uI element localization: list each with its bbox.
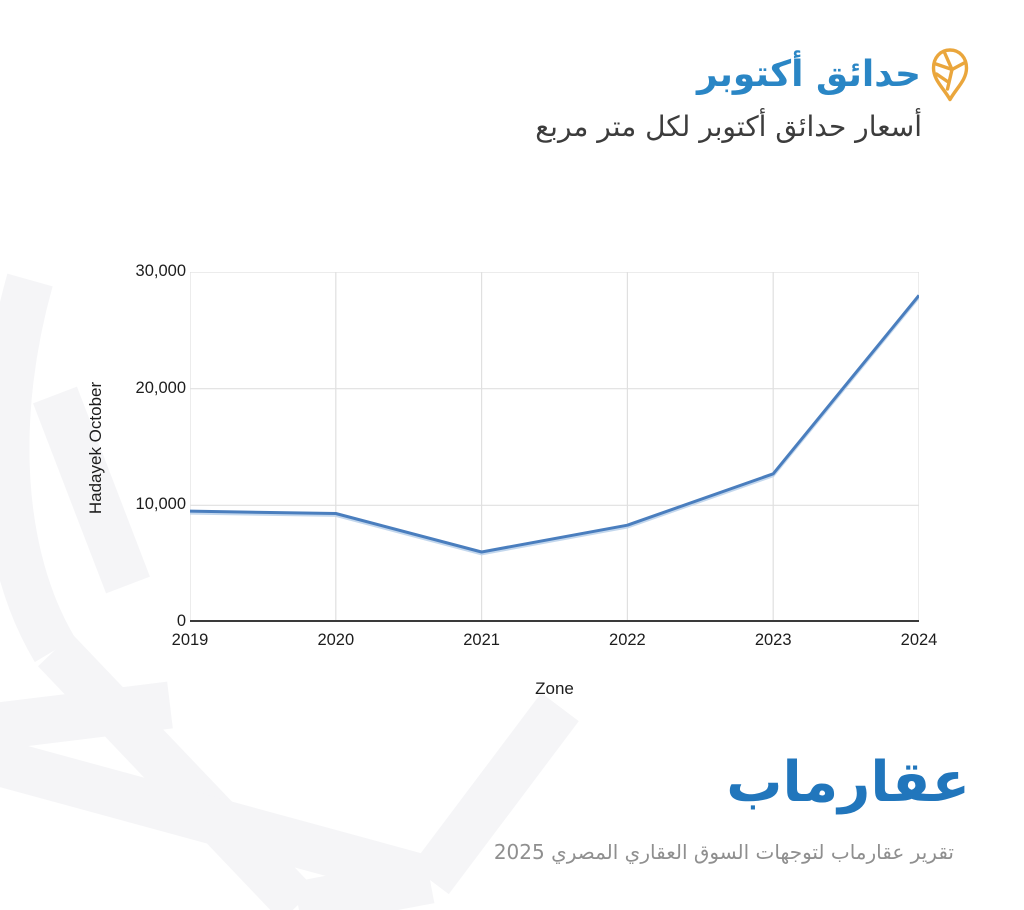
- report-footer-line: تقرير عقارماب لتوجهات السوق العقاري المص…: [493, 840, 954, 864]
- x-axis-title: Zone: [535, 679, 574, 698]
- x-tick-label: 2021: [463, 631, 500, 649]
- x-tick-label: 2024: [900, 631, 938, 649]
- header: حدائق أكتوبر: [697, 48, 970, 102]
- x-tick-label: 2023: [754, 631, 792, 649]
- y-tick-label: 10,000: [135, 495, 186, 514]
- y-tick-label: 20,000: [135, 378, 186, 397]
- y-tick-label: 0: [176, 612, 186, 630]
- line-chart-plot-area: [190, 272, 919, 622]
- y-axis-title: Hadayek October: [86, 381, 105, 515]
- aqarmap-pin-icon: [931, 48, 969, 102]
- x-tick-label: 2020: [317, 631, 355, 649]
- y-tick-label: 30,000: [135, 262, 186, 280]
- aqarmap-logo: عقارماب: [726, 750, 971, 815]
- x-tick-label: 2022: [609, 631, 646, 649]
- page-title: حدائق أكتوبر: [696, 54, 921, 96]
- x-tick-label: 2019: [171, 631, 209, 649]
- page-subtitle: أسعار حدائق أكتوبر لكل متر مربع: [535, 110, 922, 143]
